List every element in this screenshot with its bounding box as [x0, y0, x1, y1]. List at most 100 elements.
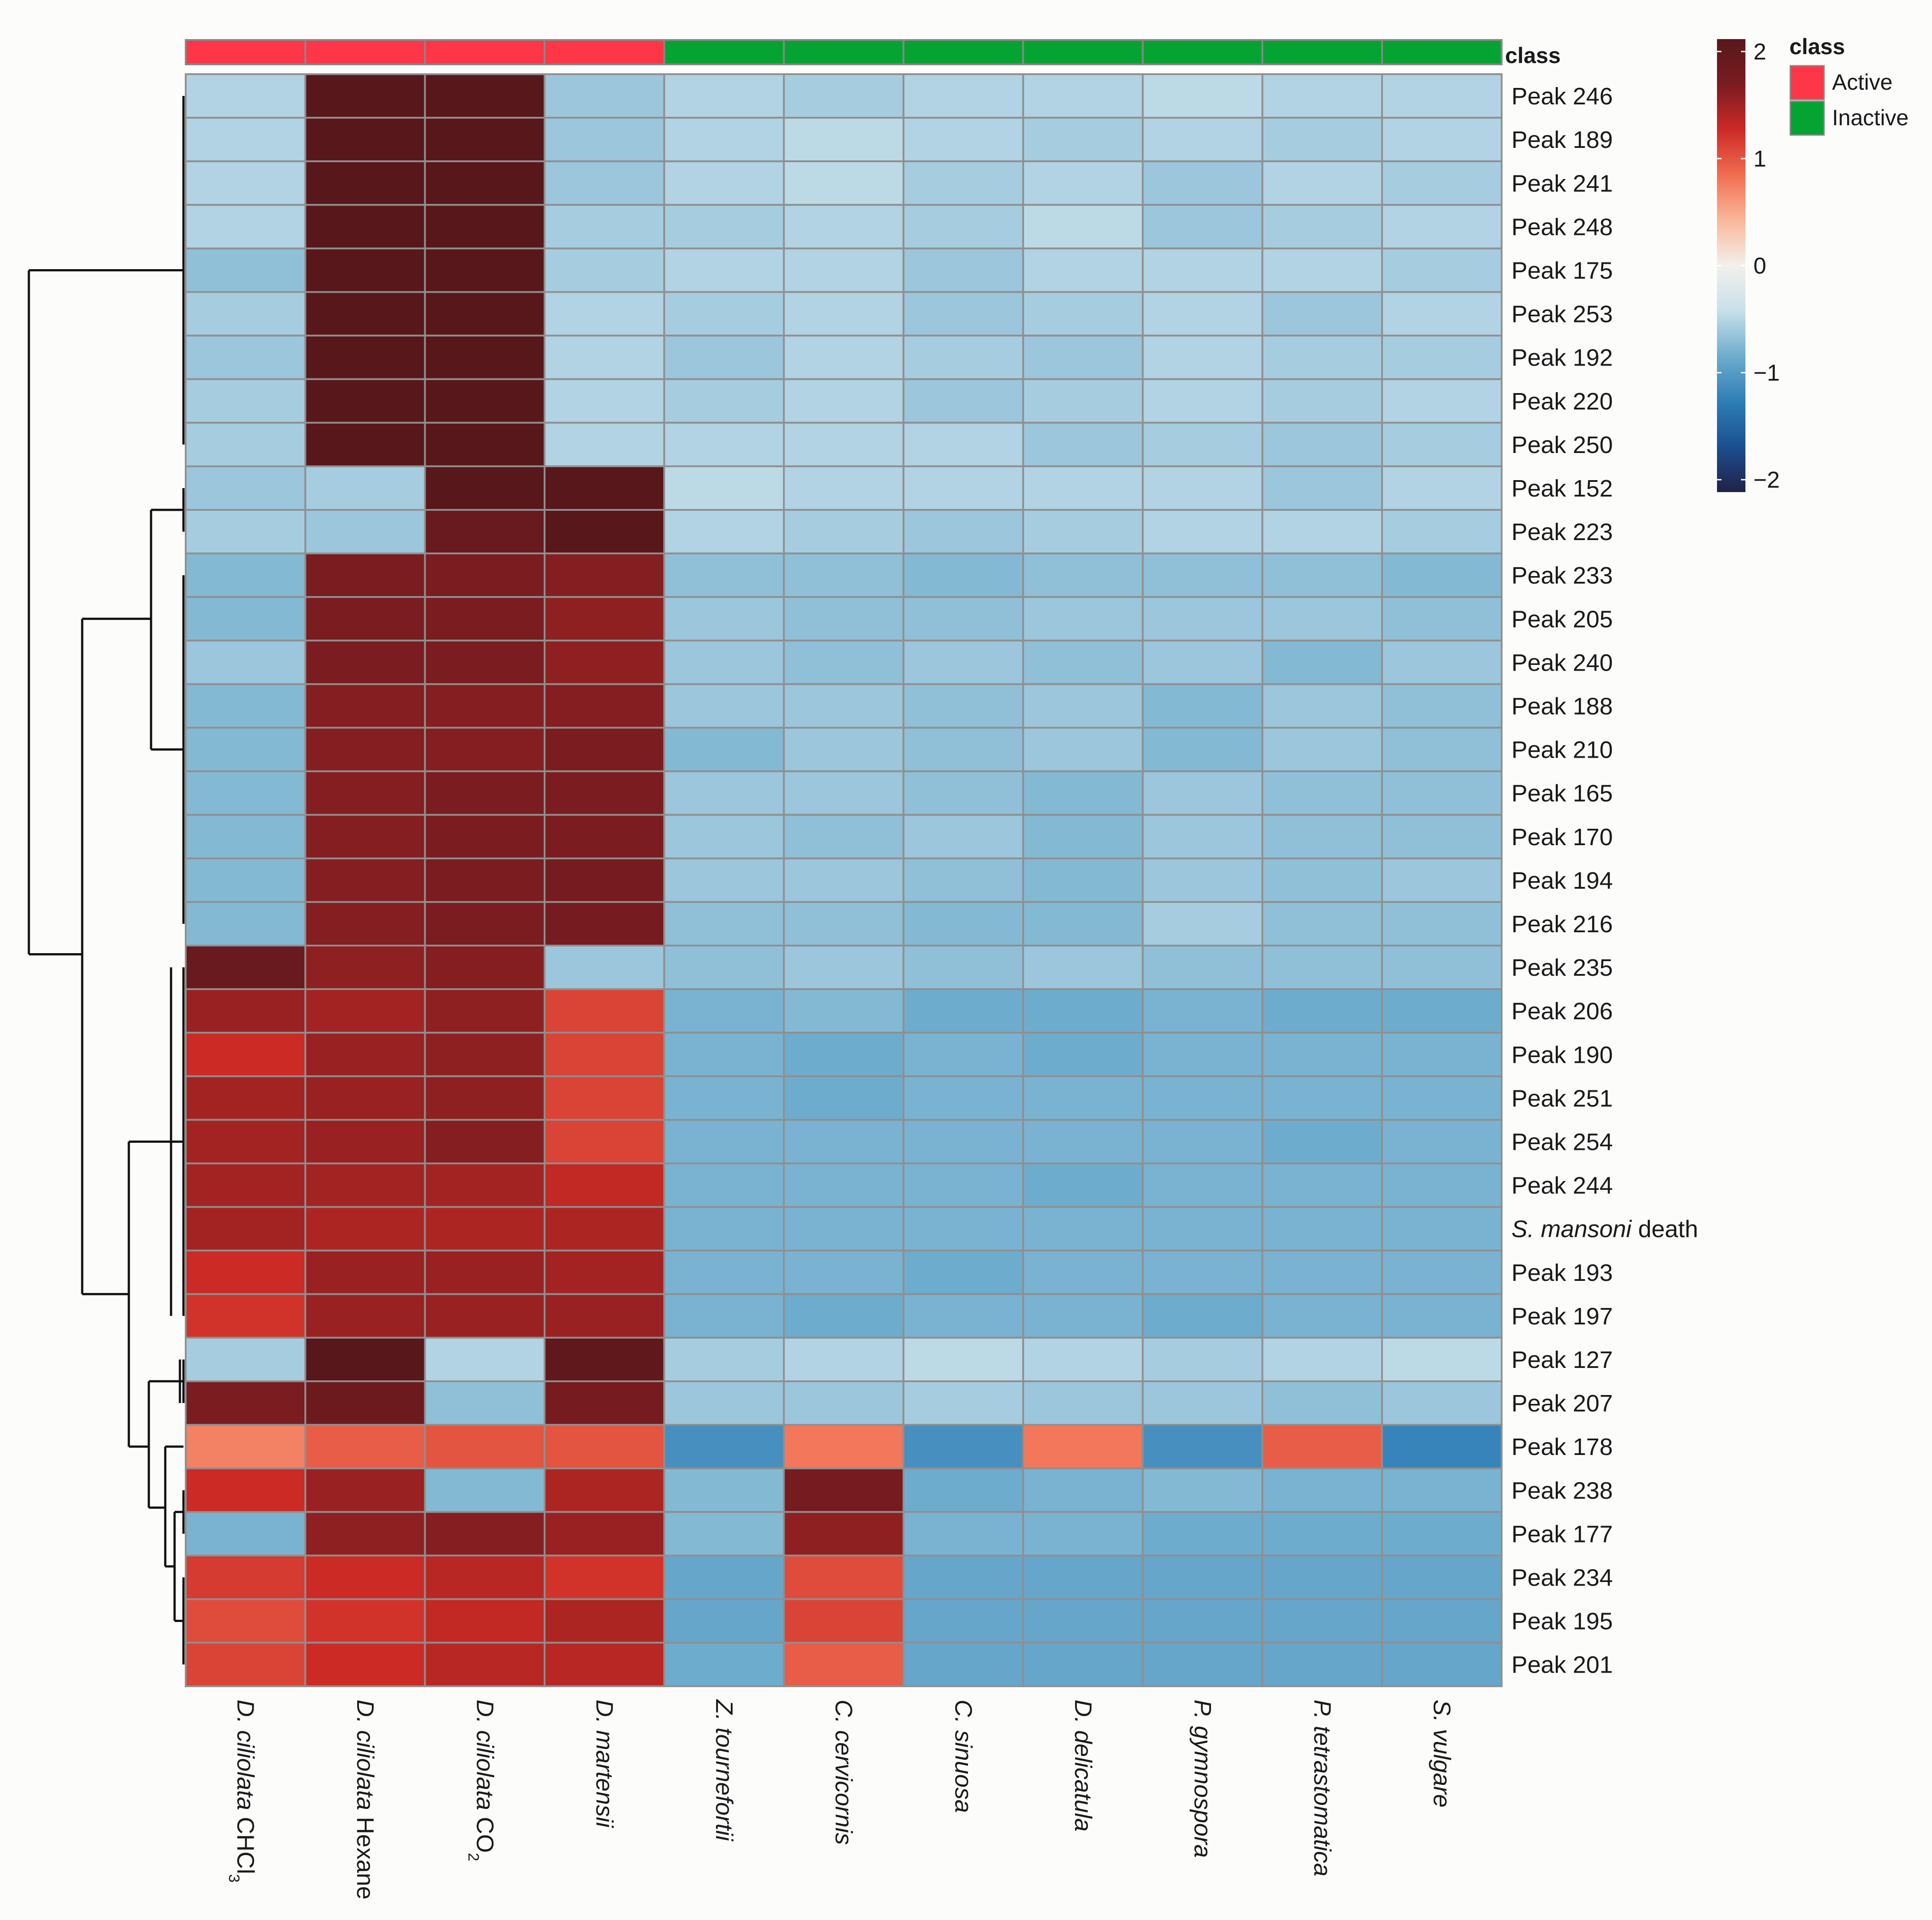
heatmap-cell — [1142, 683, 1263, 729]
row-label: Peak 210 — [1511, 737, 1613, 763]
class-legend-label: Active — [1832, 70, 1892, 95]
heatmap-cell — [1142, 1511, 1263, 1557]
column-label: C. sinuosa — [950, 1700, 976, 1813]
heatmap-cell — [185, 945, 307, 990]
heatmap-cell — [1022, 117, 1144, 163]
class-bar-cell — [1261, 39, 1383, 65]
heatmap-cell — [1142, 465, 1263, 511]
heatmap-cell — [543, 901, 665, 947]
heatmap-cell — [543, 1554, 665, 1600]
heatmap-cell — [424, 1075, 546, 1121]
heatmap-cell — [1261, 1598, 1383, 1644]
heatmap-cell — [424, 378, 546, 424]
heatmap-cell — [185, 553, 307, 598]
heatmap-cell — [1022, 945, 1144, 990]
heatmap-cell — [1381, 901, 1503, 947]
heatmap-cell — [304, 1293, 426, 1339]
heatmap-cell — [424, 117, 546, 163]
heatmap-cell — [543, 1380, 665, 1426]
heatmap-cell — [1261, 334, 1383, 380]
row-label: Peak 206 — [1511, 998, 1613, 1025]
heatmap-cell — [1381, 1336, 1503, 1382]
heatmap-cell — [304, 727, 426, 772]
heatmap-cell — [1142, 204, 1263, 250]
heatmap-cell — [424, 334, 546, 380]
heatmap-cell — [663, 1380, 785, 1426]
heatmap-cell — [1142, 553, 1263, 598]
heatmap-cell — [1022, 1598, 1144, 1644]
heatmap-cell — [304, 1467, 426, 1513]
heatmap-cell — [1142, 1642, 1263, 1687]
heatmap-cell — [783, 683, 904, 729]
heatmap-cell — [902, 465, 1024, 511]
heatmap-cell — [663, 378, 785, 424]
row-label: Peak 244 — [1511, 1173, 1613, 1199]
heatmap-cell — [1142, 291, 1263, 337]
heatmap-cell — [663, 988, 785, 1034]
heatmap-cell — [543, 945, 665, 990]
heatmap-cell — [902, 1293, 1024, 1339]
heatmap-cell — [304, 117, 426, 163]
heatmap-cell — [1381, 1467, 1503, 1513]
heatmap-cell — [1261, 1467, 1383, 1513]
heatmap-cell — [783, 509, 904, 555]
row-label: Peak 152 — [1511, 475, 1613, 502]
heatmap-cell — [663, 1642, 785, 1687]
heatmap-cell — [902, 1380, 1024, 1426]
heatmap-cell — [424, 291, 546, 337]
row-label: Peak 235 — [1511, 954, 1613, 981]
heatmap-cell — [783, 1554, 904, 1600]
row-label: S. mansoni death — [1511, 1216, 1698, 1243]
heatmap-cell — [1381, 1075, 1503, 1121]
color-scale-label: 2 — [1753, 39, 1766, 65]
heatmap-cell — [902, 553, 1024, 598]
heatmap-cell — [1381, 73, 1503, 119]
heatmap-cell — [783, 727, 904, 772]
heatmap-cell — [1261, 901, 1383, 947]
heatmap-cell — [1381, 727, 1503, 772]
heatmap-cell — [543, 727, 665, 772]
heatmap-cell — [304, 1032, 426, 1077]
heatmap-cell — [1022, 988, 1144, 1034]
class-annotation-bar — [185, 39, 1503, 65]
heatmap-cell — [1381, 160, 1503, 206]
row-label: Peak 233 — [1511, 562, 1613, 589]
heatmap-cell — [902, 945, 1024, 990]
heatmap-cell — [185, 901, 307, 947]
heatmap-cell — [1142, 421, 1263, 467]
heatmap-cell — [1022, 509, 1144, 555]
heatmap-cell — [543, 1598, 665, 1644]
row-label: Peak 190 — [1511, 1041, 1613, 1068]
row-label: Peak 165 — [1511, 780, 1613, 807]
heatmap-cell — [424, 1249, 546, 1295]
heatmap-cell — [1022, 1467, 1144, 1513]
heatmap-cell — [783, 553, 904, 598]
color-scale-label: −2 — [1753, 467, 1780, 493]
heatmap-cell — [185, 1032, 307, 1077]
heatmap-cell — [185, 73, 307, 119]
heatmap-cell — [1022, 901, 1144, 947]
heatmap-cell — [543, 1424, 665, 1470]
heatmap-cell — [783, 247, 904, 293]
heatmap-cell — [1142, 334, 1263, 380]
heatmap-cell — [185, 378, 307, 424]
heatmap-cell — [304, 334, 426, 380]
heatmap-cell — [304, 857, 426, 903]
heatmap-cell — [304, 1336, 426, 1382]
heatmap-cell — [1381, 988, 1503, 1034]
heatmap-cell — [304, 1119, 426, 1165]
heatmap-cell — [1261, 465, 1383, 511]
heatmap-cell — [543, 117, 665, 163]
heatmap-cell — [1142, 1380, 1263, 1426]
row-label: Peak 195 — [1511, 1608, 1613, 1635]
heatmap-cell — [1381, 553, 1503, 598]
heatmap-cell — [663, 1336, 785, 1382]
heatmap-cell — [783, 1642, 904, 1687]
heatmap-cell — [1381, 247, 1503, 293]
heatmap-cell — [1142, 378, 1263, 424]
heatmap-cell — [1142, 1598, 1263, 1644]
color-scale-label: −1 — [1753, 360, 1780, 386]
heatmap-cell — [663, 1162, 785, 1208]
heatmap-cell — [424, 465, 546, 511]
heatmap-cell — [543, 683, 665, 729]
